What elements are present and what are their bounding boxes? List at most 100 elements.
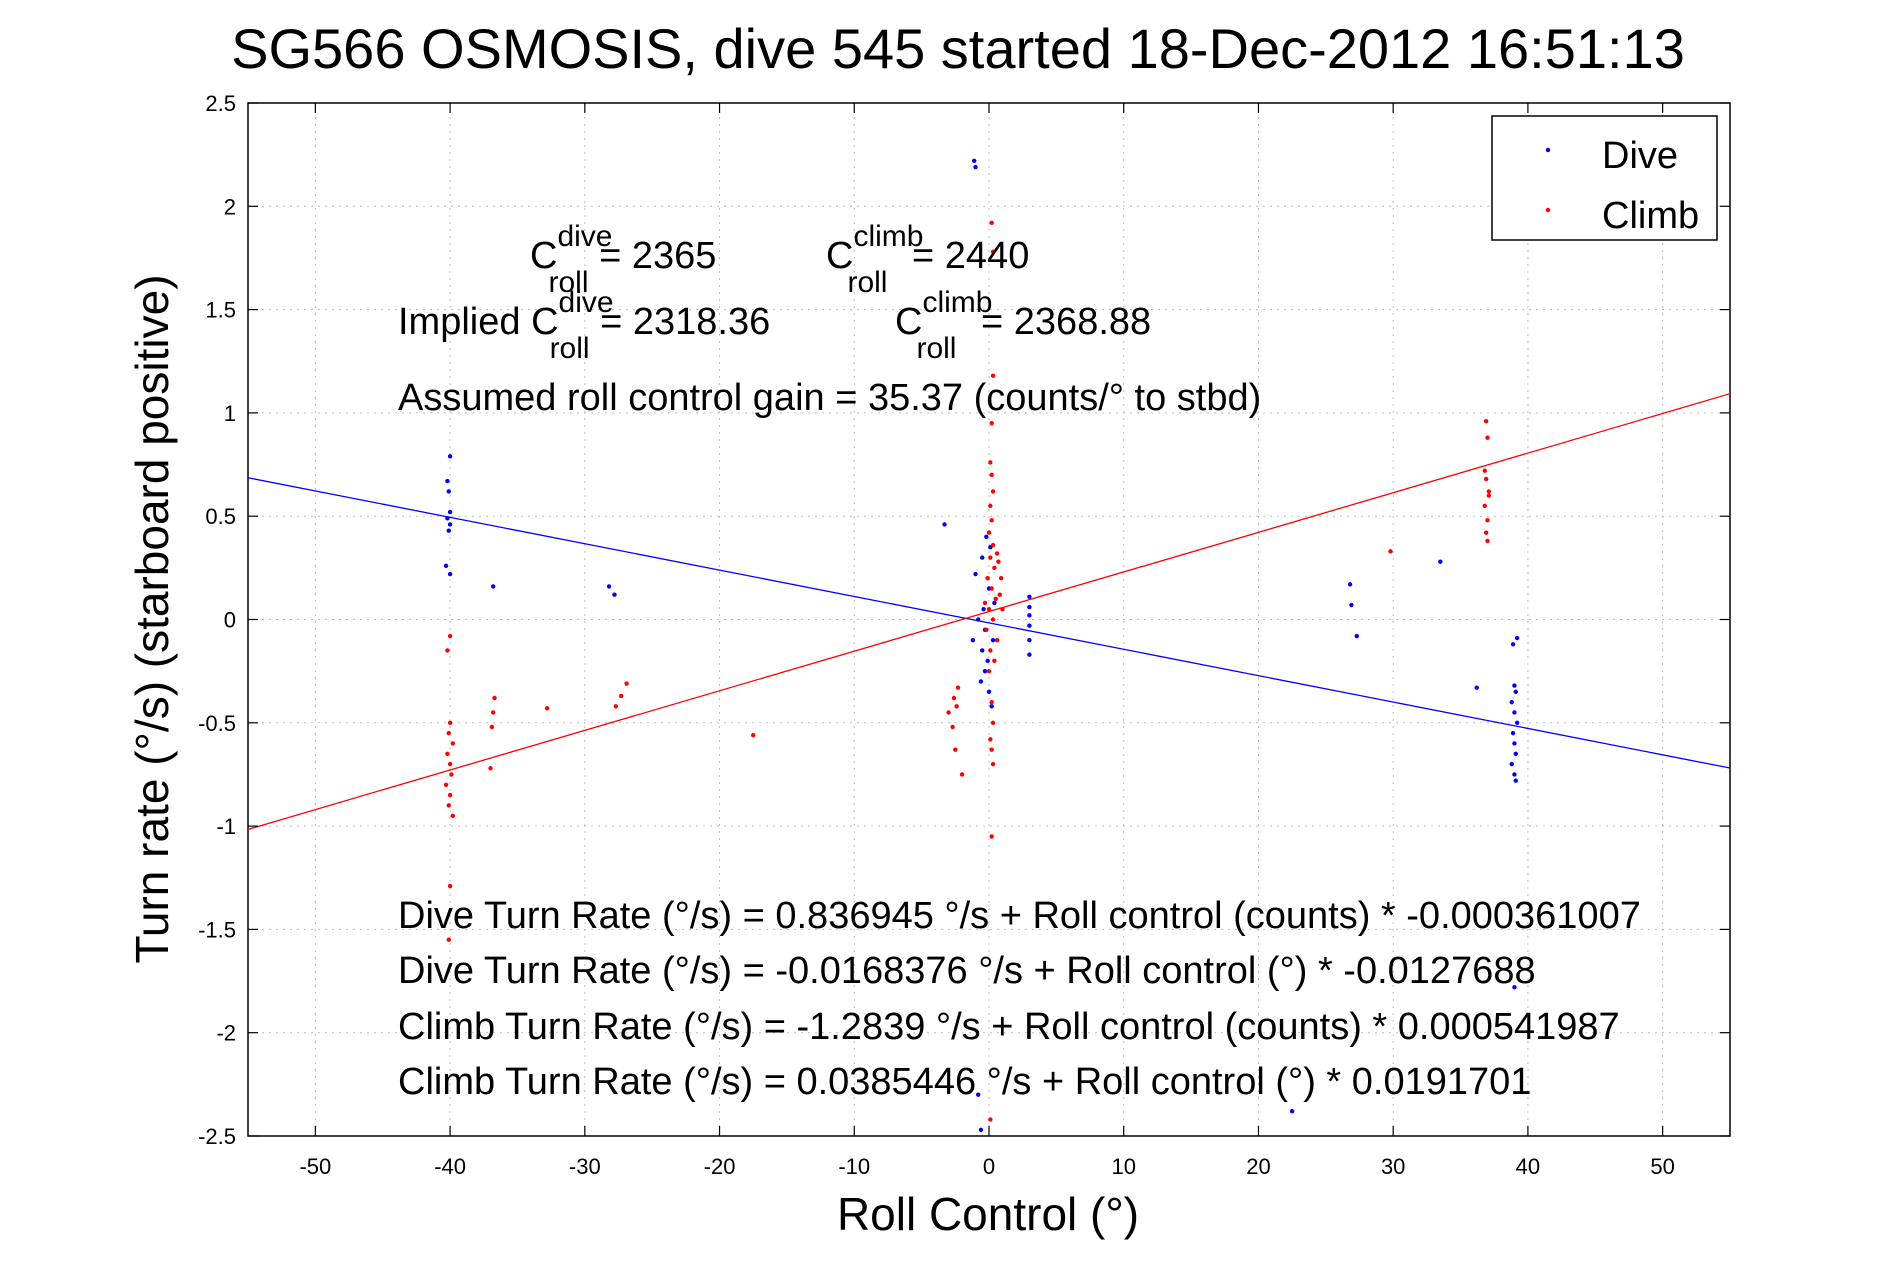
- point-dive: [1510, 730, 1516, 736]
- point-dive: [1289, 1109, 1295, 1114]
- y-tick-label: -1: [216, 814, 236, 839]
- x-tick-label: -50: [299, 1154, 331, 1179]
- point-dive: [1027, 652, 1032, 657]
- point-dive: [1438, 559, 1443, 564]
- point-climb: [988, 555, 993, 560]
- point-climb: [1388, 549, 1393, 554]
- x-tick-label: 0: [983, 1154, 995, 1179]
- point-climb: [990, 617, 996, 622]
- point-dive: [1027, 604, 1032, 610]
- point-climb: [989, 747, 994, 752]
- y-tick-label: 1.5: [205, 298, 236, 323]
- point-climb: [990, 542, 996, 548]
- point-climb: [447, 720, 453, 725]
- point-climb: [491, 710, 496, 715]
- annotation-c-climb: Cclimb roll = 2440: [826, 220, 1029, 299]
- legend-marker-dive: [1545, 147, 1551, 153]
- point-dive: [989, 704, 994, 709]
- point-climb: [613, 704, 619, 709]
- point-dive: [976, 617, 981, 622]
- point-dive: [978, 679, 984, 684]
- point-dive: [1513, 689, 1518, 695]
- annotation-c-dive: Cdive roll = 2365: [530, 220, 716, 299]
- point-dive: [446, 528, 451, 533]
- point-dive: [1509, 761, 1514, 767]
- legend: Dive Climb: [1491, 115, 1718, 241]
- point-climb: [959, 772, 965, 777]
- point-climb: [988, 648, 993, 653]
- point-climb: [544, 706, 550, 711]
- point-dive: [606, 584, 612, 589]
- point-climb: [489, 724, 495, 730]
- point-climb: [450, 741, 455, 746]
- point-climb: [751, 732, 756, 738]
- point-climb: [1486, 493, 1492, 498]
- point-climb: [984, 627, 989, 633]
- point-climb: [992, 658, 997, 664]
- point-climb: [986, 530, 992, 535]
- point-dive: [445, 478, 450, 484]
- point-climb: [618, 693, 624, 699]
- point-climb: [1485, 538, 1490, 544]
- point-climb: [988, 503, 993, 509]
- point-dive: [971, 158, 977, 164]
- point-climb: [447, 792, 453, 798]
- data-points: [443, 158, 1520, 1133]
- point-climb: [988, 737, 993, 742]
- point-dive: [1349, 602, 1354, 608]
- point-climb: [955, 685, 961, 690]
- point-climb: [488, 766, 493, 771]
- y-tick-label: 2: [224, 194, 236, 219]
- point-climb: [447, 761, 453, 767]
- point-climb: [445, 751, 450, 756]
- point-climb: [450, 813, 455, 818]
- point-climb: [990, 373, 996, 378]
- point-dive: [1514, 720, 1520, 725]
- point-climb: [449, 772, 454, 777]
- point-dive: [980, 555, 985, 560]
- annotation-equation-4: Climb Turn Rate (°/s) = 0.0385446 °/s + …: [398, 1061, 1531, 1103]
- point-dive: [1513, 751, 1518, 756]
- point-climb: [986, 606, 992, 612]
- x-tick-label: -20: [704, 1154, 736, 1179]
- point-climb: [986, 668, 992, 674]
- point-dive: [1027, 637, 1032, 643]
- point-climb: [951, 695, 957, 701]
- x-axis-label: Roll Control (°): [837, 1188, 1139, 1240]
- point-climb: [443, 782, 449, 787]
- point-dive: [1512, 741, 1517, 746]
- point-climb: [1483, 418, 1489, 424]
- point-climb: [997, 592, 1002, 597]
- point-dive: [976, 1092, 981, 1097]
- annotation-equation-1: Dive Turn Rate (°/s) = 0.836945 °/s + Ro…: [398, 895, 1641, 937]
- point-climb: [954, 704, 959, 709]
- point-dive: [985, 658, 990, 664]
- point-dive: [980, 648, 985, 653]
- legend-label-dive: Dive: [1602, 135, 1678, 177]
- point-dive: [1512, 710, 1517, 715]
- point-dive: [446, 489, 451, 494]
- annotation-gain: Assumed roll control gain = 35.37 (count…: [398, 377, 1261, 419]
- point-dive: [984, 534, 989, 540]
- legend-marker-climb: [1545, 207, 1551, 213]
- point-dive: [978, 1127, 984, 1133]
- point-dive: [447, 571, 453, 577]
- point-dive: [447, 522, 453, 527]
- y-axis-label: Turn rate (°/s) (starboard positive): [126, 274, 178, 963]
- point-climb: [1485, 435, 1490, 440]
- point-dive: [990, 637, 996, 643]
- annotations: Cdive roll = 2365 Cclimb roll = 2440 Impli…: [398, 220, 1641, 1103]
- annotation-implied-dive: Implied Cdive roll = 2318.36: [398, 286, 770, 365]
- point-climb: [1000, 606, 1005, 612]
- point-climb: [989, 518, 994, 523]
- point-dive: [1509, 699, 1514, 705]
- point-climb: [992, 565, 997, 571]
- x-tick-label: 30: [1381, 1154, 1405, 1179]
- x-tick-label: -10: [838, 1154, 870, 1179]
- point-dive: [1512, 683, 1517, 688]
- point-climb: [989, 220, 994, 226]
- point-dive: [1027, 594, 1032, 599]
- point-dive: [992, 600, 997, 606]
- point-dive: [973, 571, 978, 577]
- point-climb: [1482, 468, 1487, 473]
